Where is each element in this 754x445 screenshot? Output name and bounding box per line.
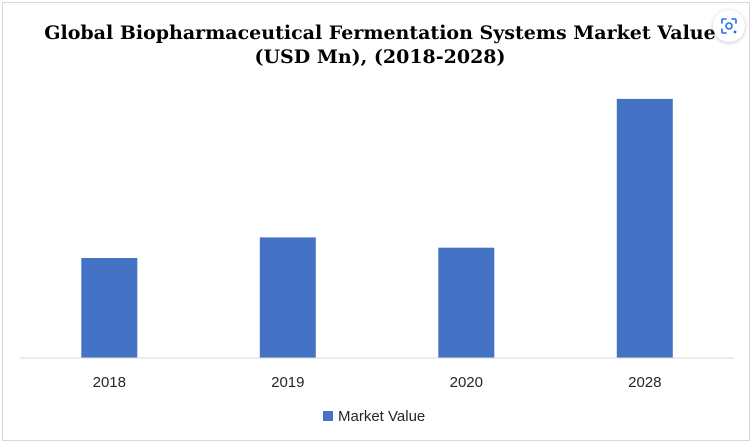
bar-2019	[259, 237, 316, 358]
x-tick-label-2018: 2018	[93, 374, 126, 391]
visual-search-button[interactable]	[713, 10, 745, 42]
bar-2020	[438, 247, 495, 358]
x-tick-label-2020: 2020	[450, 374, 483, 391]
bars-layer	[81, 98, 673, 359]
x-tick-labels: 2018 2019 2020 2028	[93, 374, 662, 391]
legend: Market Value	[323, 408, 425, 425]
chart-title: Global Biopharmaceutical Fermentation Sy…	[44, 22, 716, 68]
visual-search-icon	[721, 18, 737, 34]
bar-2018	[81, 258, 138, 358]
bar-2028	[616, 98, 673, 359]
x-tick-label-2028: 2028	[628, 374, 661, 391]
legend-label: Market Value	[338, 408, 425, 425]
x-tick-label-2019: 2019	[271, 374, 304, 391]
legend-swatch	[323, 411, 333, 421]
